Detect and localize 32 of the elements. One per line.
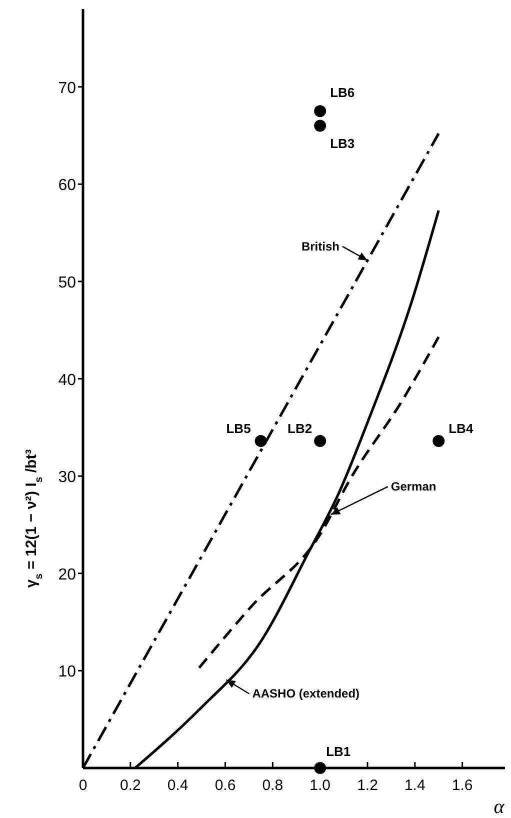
x-tick-label: 1.4	[404, 777, 426, 794]
annotation: LB2	[288, 421, 312, 436]
annotation: LB1	[326, 744, 351, 759]
point	[254, 435, 267, 448]
y-tick-label: 40	[58, 372, 76, 389]
y-tick-label: 70	[58, 80, 76, 97]
legend-label: AASHO (extended)	[252, 686, 360, 701]
x-tick-label: 1.2	[357, 777, 378, 794]
x-tick-label: 0.6	[214, 777, 236, 794]
point	[314, 762, 326, 774]
x-tick-label: 0.4	[167, 777, 188, 794]
y-tick-label: 50	[58, 274, 76, 292]
annotation: LB4	[448, 421, 474, 436]
x-tick-label: 0	[78, 777, 88, 794]
x-axis-title: α	[494, 796, 505, 818]
x-tick-label: 0.8	[262, 777, 284, 794]
y-tick-label: 60	[58, 177, 76, 194]
x-tick-label: 1.6	[452, 777, 473, 794]
y-tick-label: 10	[58, 664, 76, 681]
point	[314, 435, 326, 448]
x-tick-label: 0.2	[120, 777, 141, 794]
point	[314, 105, 326, 118]
text: German	[390, 480, 436, 494]
point	[314, 120, 326, 132]
point	[432, 435, 445, 448]
annotation: LB6	[330, 85, 355, 100]
annotation: LB5	[226, 421, 251, 436]
x-tick-label: 1.0	[310, 777, 331, 794]
text: British	[301, 239, 340, 254]
y-tick-label: 20	[58, 566, 76, 584]
annotation: LB3	[330, 136, 355, 151]
y-tick-label: 30	[58, 469, 76, 486]
